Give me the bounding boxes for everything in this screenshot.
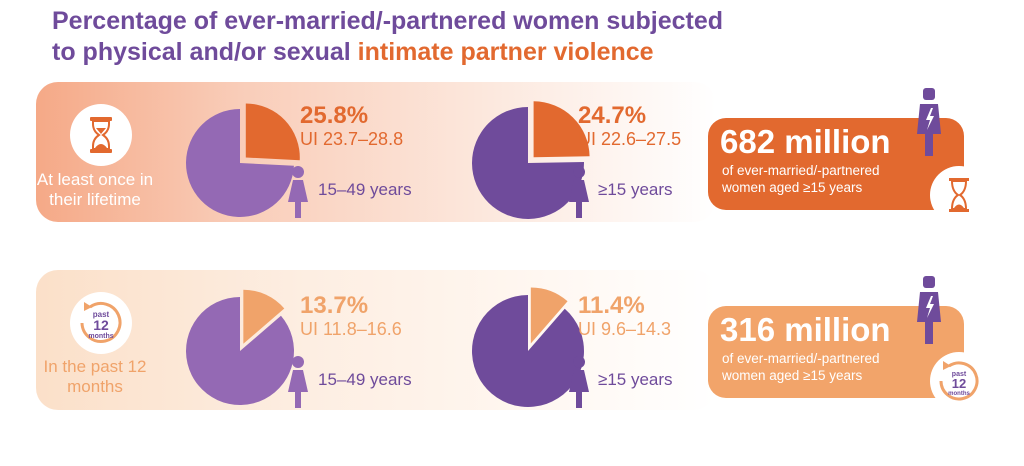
icon-text-12: 12 <box>93 317 109 333</box>
title-line-2-prefix: to physical and/or sexual <box>52 38 358 66</box>
lifetime-band <box>36 82 716 222</box>
hourglass-icon-circle-small <box>930 166 988 224</box>
chart-title: Percentage of ever-married/-partnered wo… <box>52 6 812 68</box>
woman-violence-icon <box>917 276 941 344</box>
icon-text-12: 12 <box>952 376 966 391</box>
pct-lifetime-15-plus: 24.7% <box>578 102 647 129</box>
past-12-months-icon: past 12 months <box>80 302 122 343</box>
woman-icon <box>569 356 589 408</box>
woman-icon <box>569 166 589 218</box>
row-label-lifetime: At least once in their lifetime <box>36 170 154 209</box>
age-lifetime-15-plus: ≥15 years <box>598 180 673 199</box>
pct-past12-15-49: 13.7% <box>300 292 369 319</box>
icon-text-months: months <box>88 333 113 340</box>
pct-lifetime-15-49: 25.8% <box>300 102 369 129</box>
total-number-past-12-months: 316 million <box>720 311 891 348</box>
title-highlight: intimate partner violence <box>357 38 654 66</box>
pie-value-slice <box>533 101 590 158</box>
hourglass-icon-circle <box>70 104 132 166</box>
title-line-2: to physical and/or sexual intimate partn… <box>52 37 812 68</box>
hourglass-icon <box>949 178 969 212</box>
row-label-past-12-months: In the past 12 months <box>43 357 147 396</box>
pie-value-slice <box>243 289 285 344</box>
woman-icon <box>288 166 308 218</box>
total-desc-lifetime: of ever-married/-partnered women aged ≥1… <box>722 163 880 195</box>
ui-past12-15-49: UI 11.8–16.6 <box>300 319 402 339</box>
pie-past12-15-49 <box>186 289 294 405</box>
icon-text-past: past <box>93 310 110 319</box>
pie-remainder-slice <box>472 107 584 219</box>
age-past12-15-49: 15–49 years <box>318 370 412 389</box>
pie-remainder-slice <box>186 109 294 217</box>
pie-value-slice <box>530 287 568 344</box>
total-number-lifetime: 682 million <box>720 123 891 160</box>
past-12-months-icon-circle: past 12 months <box>70 292 132 354</box>
age-past12-15-plus: ≥15 years <box>598 370 673 389</box>
pct-past12-15-plus: 11.4% <box>578 292 645 319</box>
woman-violence-icon <box>917 88 941 156</box>
hourglass-icon <box>90 117 112 153</box>
woman-icon <box>288 356 308 408</box>
pie-past12-15-plus <box>472 287 584 407</box>
age-lifetime-15-49: 15–49 years <box>318 180 412 199</box>
past-12-months-icon-circle-small: past 12 months <box>930 352 988 410</box>
pie-remainder-slice <box>186 297 294 405</box>
ui-lifetime-15-plus: UI 22.6–27.5 <box>578 129 682 149</box>
pie-value-slice <box>245 103 300 161</box>
icon-text-past: past <box>952 371 967 378</box>
past-12-months-band <box>36 270 716 410</box>
pie-lifetime-15-49 <box>186 103 300 217</box>
ui-past12-15-plus: UI 9.6–14.3 <box>578 319 672 339</box>
ui-lifetime-15-49: UI 23.7–28.8 <box>300 129 404 149</box>
title-line-1: Percentage of ever-married/-partnered wo… <box>52 7 724 35</box>
past-12-months-icon: past 12 months <box>939 361 979 401</box>
pie-lifetime-15-plus <box>472 101 590 219</box>
icon-text-months: months <box>948 391 970 397</box>
pie-remainder-slice <box>472 295 584 407</box>
total-desc-past-12-months: of ever-married/-partnered women aged ≥1… <box>722 351 880 383</box>
